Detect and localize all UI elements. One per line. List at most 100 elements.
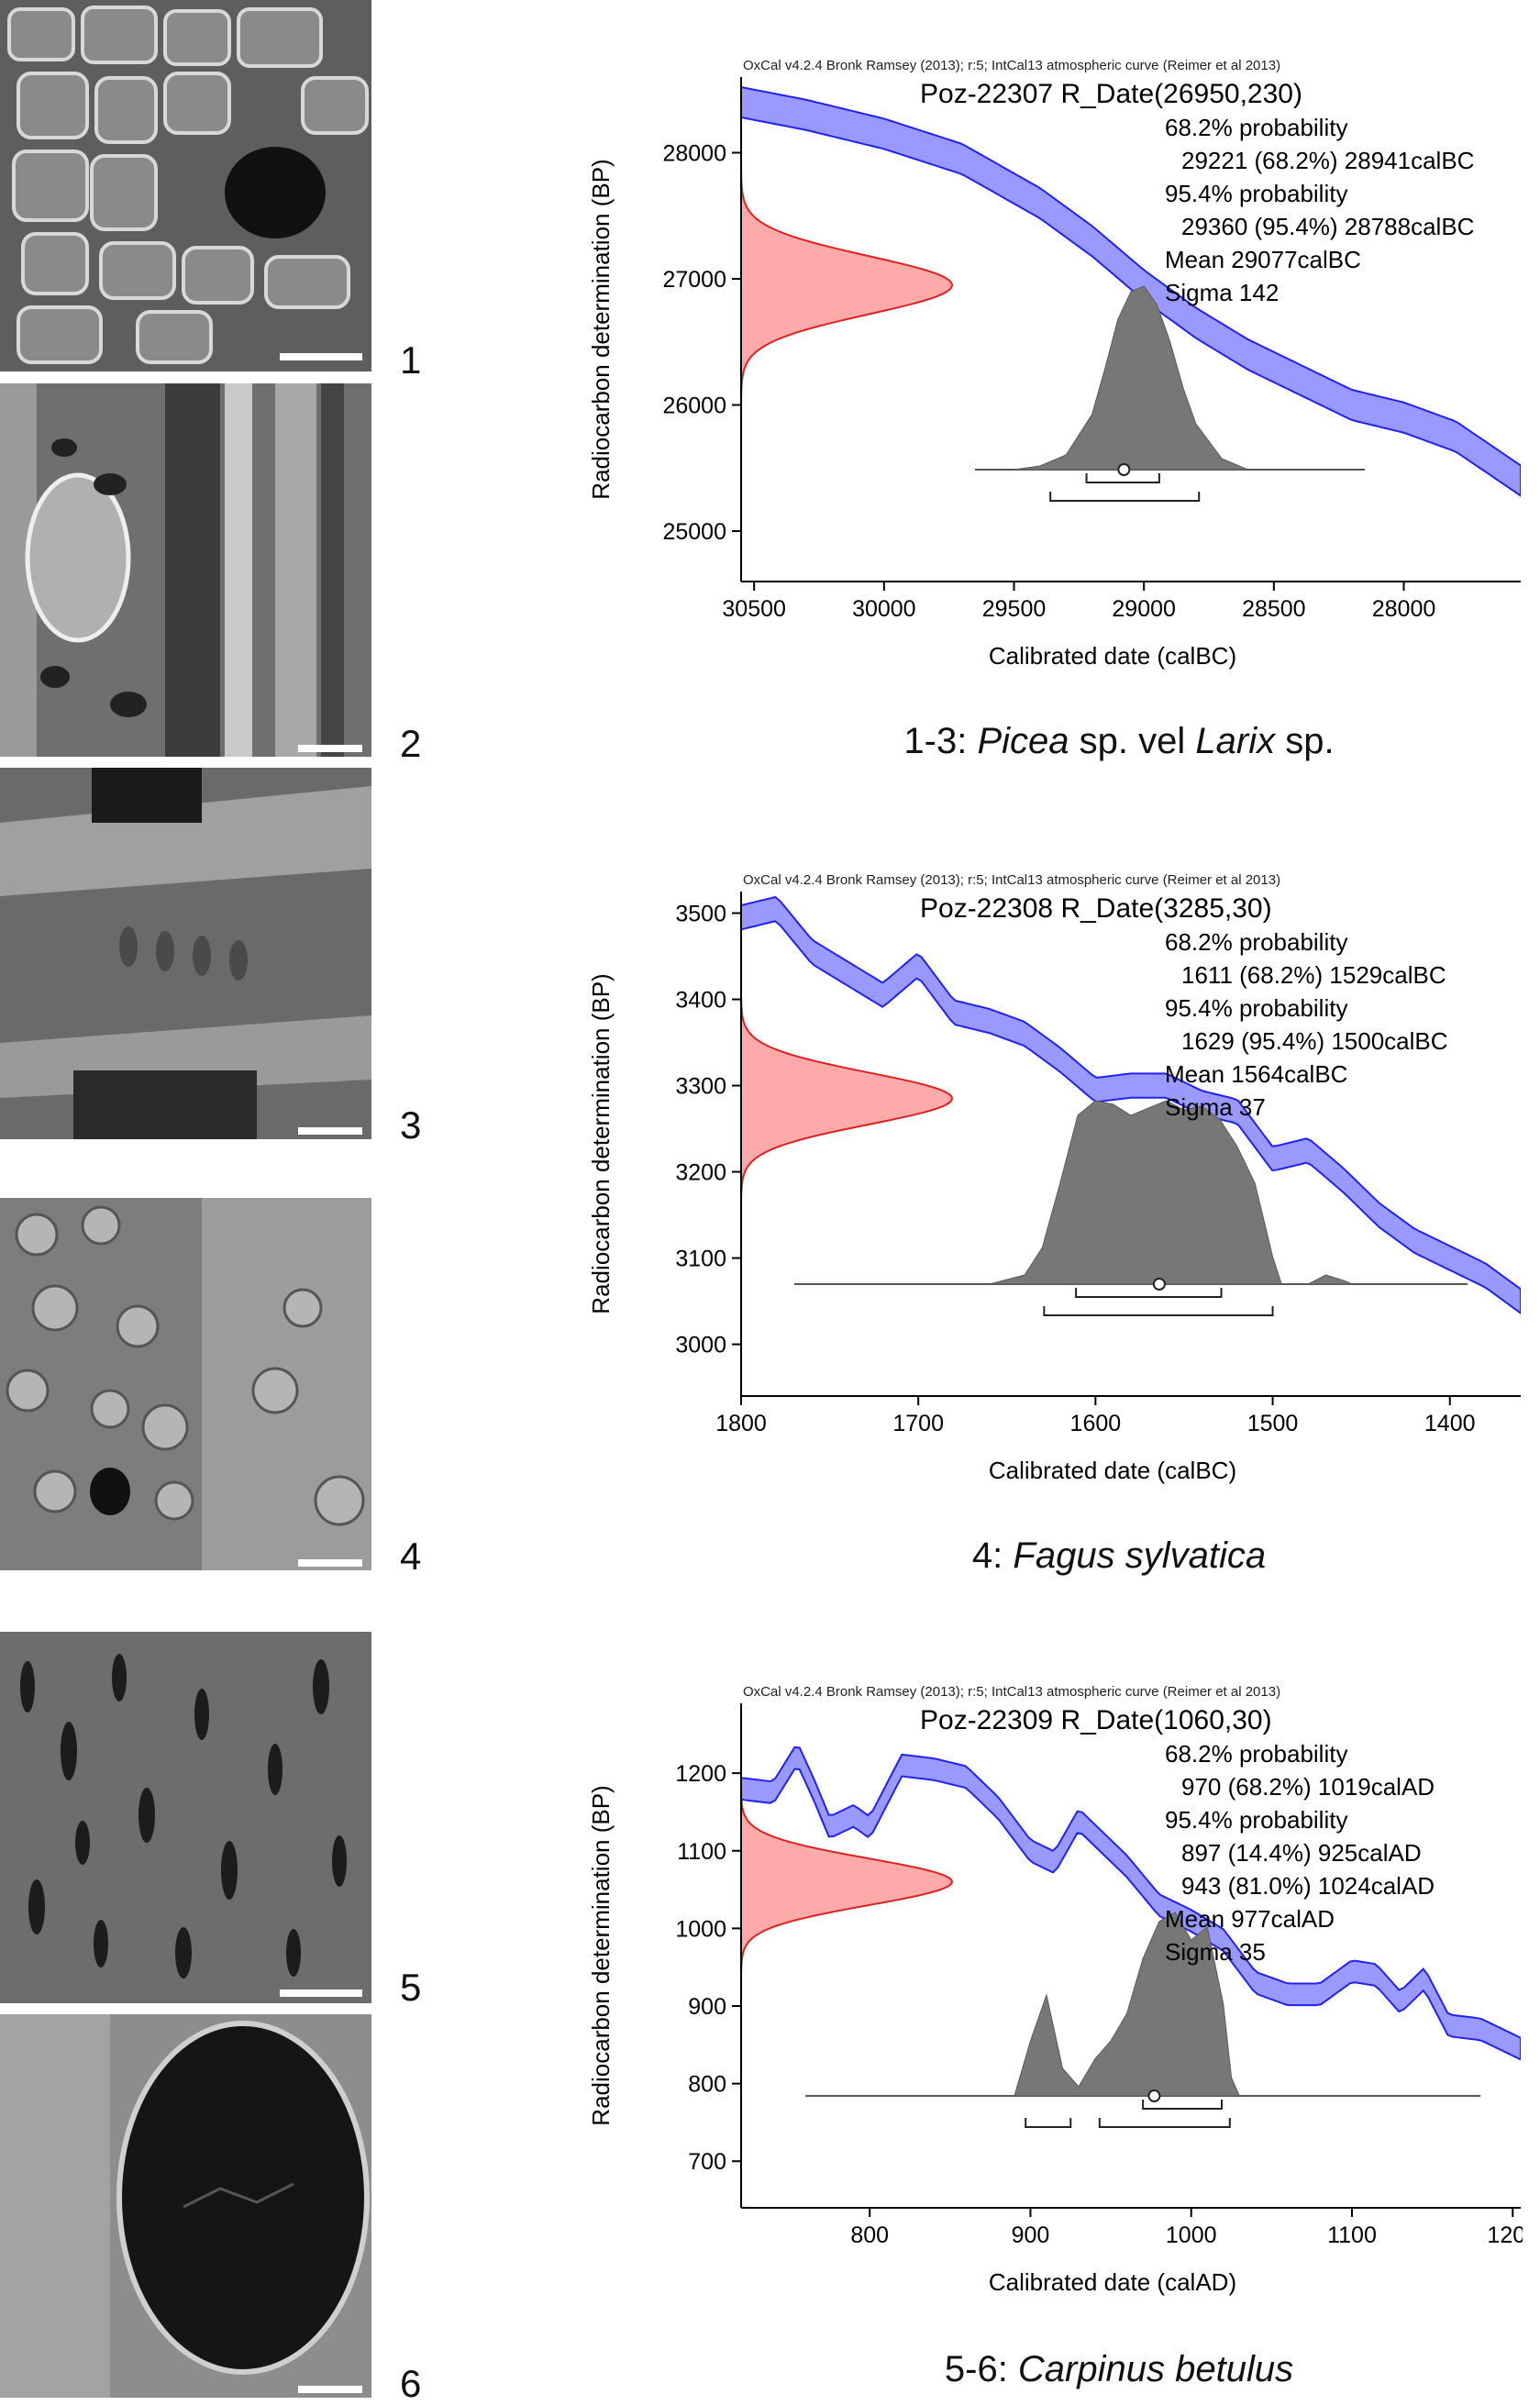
caption-2: 4: Fagus sylvatica xyxy=(807,1534,1431,1578)
radiocarbon-distribution xyxy=(741,1788,954,1977)
x-tick-label: 28000 xyxy=(1372,596,1436,622)
stat-line: 1629 (95.4%) 1500calBC xyxy=(1181,1027,1448,1055)
x-tick-label: 29500 xyxy=(982,596,1047,622)
x-tick-label: 1400 xyxy=(1424,1411,1476,1436)
chart-3-svg: 800 900 1000 1100 1200 700 800 900 1000 1100 1200 O… xyxy=(587,1684,1523,2296)
chart-title: Poz-22307 R_Date(26950,230) xyxy=(920,79,1302,109)
stat-line: Mean 977calAD xyxy=(1165,1905,1335,1933)
caption-2-text-a: 4: xyxy=(971,1535,1014,1576)
stat-line: 29221 (68.2%) 28941calBC xyxy=(1181,147,1474,174)
stat-line: 68.2% probability xyxy=(1165,1740,1347,1768)
range-95-bracket xyxy=(1043,1306,1274,1316)
stat-line: 68.2% probability xyxy=(1165,928,1347,956)
x-tick-label: 1800 xyxy=(715,1411,767,1436)
calibration-chart-1: 30500 30000 29500 29000 28500 28000 25000 26000… xyxy=(587,37,1523,697)
plot-area xyxy=(741,895,1521,1314)
stat-line: 1611 (68.2%) 1529calBC xyxy=(1181,961,1446,989)
y-axis-label: Radiocarbon determination (BP) xyxy=(587,159,615,499)
x-tick-label: 28500 xyxy=(1242,596,1306,622)
caption-1-text-c: sp. xyxy=(1275,721,1335,761)
posterior-distribution xyxy=(1014,285,1248,471)
caption-1: 1-3: Picea sp. vel Larix sp. xyxy=(807,719,1431,763)
y-tick-label: 28000 xyxy=(662,141,726,167)
stat-line: 95.4% probability xyxy=(1165,994,1347,1022)
stat-line: 970 (68.2%) 1019calAD xyxy=(1181,1773,1435,1801)
x-tick-label: 800 xyxy=(850,2222,889,2248)
caption-3: 5-6: Carpinus betulus xyxy=(807,2347,1431,2391)
micrograph-2 xyxy=(0,383,371,757)
mean-marker xyxy=(1147,2089,1161,2102)
stat-line: 29360 (95.4%) 28788calBC xyxy=(1181,213,1474,240)
caption-3-text-a: 5-6: xyxy=(944,2349,1018,2389)
x-tick-label: 30000 xyxy=(852,596,916,622)
y-tick-label: 1200 xyxy=(675,1761,726,1787)
micrograph-6-image xyxy=(0,2014,371,2398)
y-tick-label: 1100 xyxy=(677,1839,726,1865)
x-tick-label: 1200 xyxy=(1487,2222,1523,2248)
range-95-bracket xyxy=(1049,492,1201,502)
caption-1-text-b: sp. vel xyxy=(1069,721,1196,761)
mean-marker xyxy=(1152,1278,1166,1291)
y-tick-label: 800 xyxy=(688,2072,726,2098)
x-tick-label: 1600 xyxy=(1070,1411,1122,1436)
stat-line: Sigma 142 xyxy=(1165,279,1279,306)
calibration-chart-2: 1800 1700 1600 1500 1400 3000 3100 3200 3300 3400… xyxy=(587,851,1523,1512)
caption-3-taxon-a: Carpinus betulus xyxy=(1017,2349,1294,2389)
oxcal-header: OxCal v4.2.4 Bronk Ramsey (2013); r:5; I… xyxy=(743,872,1280,888)
figure-label-4: 4 xyxy=(400,1535,422,1578)
stat-line: 943 (81.0%) 1024calAD xyxy=(1181,1872,1435,1900)
radiocarbon-distribution xyxy=(741,993,954,1203)
micrograph-1 xyxy=(0,0,371,371)
y-tick-label: 3100 xyxy=(675,1247,726,1272)
stat-line: 95.4% probability xyxy=(1165,1806,1347,1834)
figure-label-1: 1 xyxy=(400,338,422,382)
caption-1-text-a: 1-3: xyxy=(903,721,978,761)
x-tick-label: 29000 xyxy=(1112,596,1176,622)
stat-line: Sigma 37 xyxy=(1165,1093,1266,1121)
range-68-bracket xyxy=(1075,1288,1223,1298)
micrograph-3 xyxy=(0,768,371,1139)
x-tick-label: 1500 xyxy=(1247,1411,1299,1436)
x-axis-label: Calibrated date (calBC) xyxy=(989,1457,1236,1484)
x-tick-label: 1100 xyxy=(1327,2222,1377,2248)
figure-label-2: 2 xyxy=(400,722,422,765)
caption-2-taxon-a: Fagus sylvatica xyxy=(1013,1535,1267,1576)
x-axis-label: Calibrated date (calAD) xyxy=(989,2268,1236,2296)
range-68-bracket xyxy=(1085,473,1160,483)
figure-label-5: 5 xyxy=(400,1966,422,2009)
range-68-bracket xyxy=(1142,2100,1224,2110)
chart-title: Poz-22309 R_Date(1060,30) xyxy=(920,1705,1272,1735)
range-95-bracket xyxy=(1098,2118,1231,2128)
y-tick-label: 3500 xyxy=(675,902,726,927)
y-tick-label: 700 xyxy=(688,2149,726,2175)
chart-title: Poz-22308 R_Date(3285,30) xyxy=(920,893,1272,924)
x-tick-label: 1700 xyxy=(892,1411,944,1436)
plot-area xyxy=(741,1746,1521,2097)
micrograph-4-image xyxy=(0,1198,371,1570)
y-tick-label: 3300 xyxy=(675,1074,726,1100)
y-tick-label: 3200 xyxy=(675,1160,726,1186)
y-axis-label: Radiocarbon determination (BP) xyxy=(587,973,615,1313)
x-tick-label: 1000 xyxy=(1166,2222,1217,2248)
stat-line: Mean 1564calBC xyxy=(1165,1060,1347,1088)
calibration-curve-band xyxy=(741,85,1521,497)
y-tick-label: 25000 xyxy=(662,519,726,545)
figure-label-3: 3 xyxy=(400,1103,422,1147)
micrograph-1-image xyxy=(0,0,371,371)
caption-1-taxon-a: Picea xyxy=(977,721,1069,761)
plot-area xyxy=(741,85,1521,497)
x-tick-label: 30500 xyxy=(722,596,786,622)
micrograph-5 xyxy=(0,1632,371,2003)
mean-marker xyxy=(1117,463,1131,476)
oxcal-header: OxCal v4.2.4 Bronk Ramsey (2013); r:5; I… xyxy=(743,58,1280,73)
y-tick-label: 26000 xyxy=(662,393,726,419)
calibration-curve-band xyxy=(741,895,1521,1314)
x-axis-label: Calibrated date (calBC) xyxy=(989,642,1236,670)
range-95-bracket xyxy=(1025,2118,1072,2128)
posterior-distribution xyxy=(989,1100,1353,1285)
chart-1-svg: 30500 30000 29500 29000 28500 28000 25000 26000… xyxy=(587,58,1521,670)
stat-line: 897 (14.4%) 925calAD xyxy=(1181,1839,1422,1867)
y-tick-label: 1000 xyxy=(675,1916,726,1942)
figure-label-6: 6 xyxy=(400,2362,422,2405)
stat-line: Sigma 35 xyxy=(1165,1938,1266,1966)
